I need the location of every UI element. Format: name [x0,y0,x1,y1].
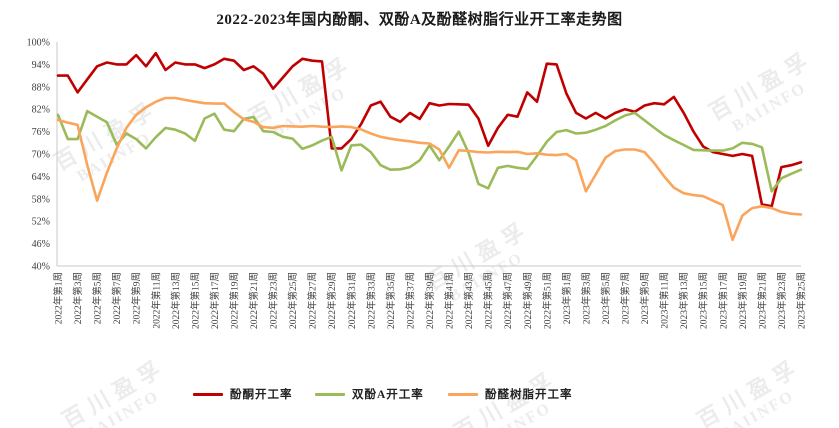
legend-label: 双酚A开工率 [352,389,424,401]
legend-swatch-red-line [193,392,223,396]
x-axis-label: 2022年第5周 [92,272,104,324]
x-axis-label: 2023年第3周 [580,272,592,324]
x-axis-label: 2023年第7周 [620,272,632,324]
x-axis-label: 2022年第41周 [444,272,456,329]
x-axis-label: 2022年第39周 [424,272,436,329]
y-axis-label: 64% [32,172,50,183]
x-axis-label: 2022年第19周 [228,272,240,329]
x-axis-label: 2023年第9周 [639,272,651,324]
x-axis-label: 2023年第17周 [717,272,729,329]
x-axis-label: 2023年第15周 [698,272,710,329]
x-axis-label: 2022年第15周 [189,272,201,329]
x-axis-label: 2022年第29周 [326,272,338,329]
x-axis-label: 2023年第25周 [796,272,808,329]
x-axis-label: 2022年第13周 [170,272,182,329]
x-axis-label: 2022年第51周 [541,272,553,329]
y-axis-label: 52% [32,217,50,228]
x-axis-label: 2022年第35周 [385,272,397,329]
y-axis-label: 82% [32,105,50,116]
series-line-2 [56,96,803,242]
x-axis-label: 2022年第21周 [248,272,260,329]
x-axis-label: 2022年第9周 [131,272,143,324]
legend: 酚酮开工率 双酚A开工率 酚醛树脂开工率 [0,386,839,406]
legend-swatch-green-line [315,392,345,396]
legend-item-bisphenol-a: 双酚A开工率 [315,386,424,402]
x-axis-label: 2023年第1周 [561,272,573,324]
x-axis-label: 2023年第11周 [659,272,671,329]
y-axis-label: 76% [32,127,50,138]
y-axis-label: 46% [32,239,50,250]
x-axis-label: 2022年第45周 [483,272,495,329]
x-axis-label: 2023年第5周 [600,272,612,324]
y-axis-label: 70% [32,150,50,161]
x-axis-label: 2022年第49周 [522,272,534,329]
x-axis-label: 2022年第3周 [72,272,84,324]
x-axis-label: 2022年第33周 [365,272,377,329]
x-axis-label: 2022年第27周 [307,272,319,329]
x-axis-label: 2022年第23周 [268,272,280,329]
x-axis-label: 2022年第11周 [150,272,162,329]
chart-title: 2022-2023年国内酚酮、双酚A及酚醛树脂行业开工率走势图 [216,12,623,28]
legend-swatch-orange-line [448,392,478,396]
legend-label: 酚醛树脂开工率 [485,389,573,401]
x-axis-label: 2023年第13周 [678,272,690,329]
series-line-0 [56,51,803,208]
x-axis-label: 2022年第31周 [346,272,358,329]
y-axis-label: 100% [27,38,50,49]
series-line-1 [56,109,803,193]
y-axis-label: 40% [32,262,50,273]
y-axis-label: 94% [32,60,50,71]
legend-item-phenolic-resin: 酚醛树脂开工率 [448,386,573,402]
legend-label: 酚酮开工率 [230,389,293,401]
x-axis-label: 2023年第23周 [776,272,788,329]
legend-item-phenol-acetone: 酚酮开工率 [193,386,293,402]
y-axis-label: 88% [32,82,50,93]
x-axis-label: 2022年第47周 [502,272,514,329]
x-axis-label: 2022年第25周 [287,272,299,329]
x-axis-label: 2022年第43周 [463,272,475,329]
x-axis-label: 2022年第7周 [111,272,123,324]
x-axis-label: 2023年第19周 [737,272,749,329]
x-axis-label: 2022年第1周 [53,272,65,324]
x-axis-label: 2022年第37周 [404,272,416,329]
x-axis-label: 2022年第17周 [209,272,221,329]
x-axis-label: 2023年第21周 [756,272,768,329]
y-axis-label: 58% [32,194,50,205]
